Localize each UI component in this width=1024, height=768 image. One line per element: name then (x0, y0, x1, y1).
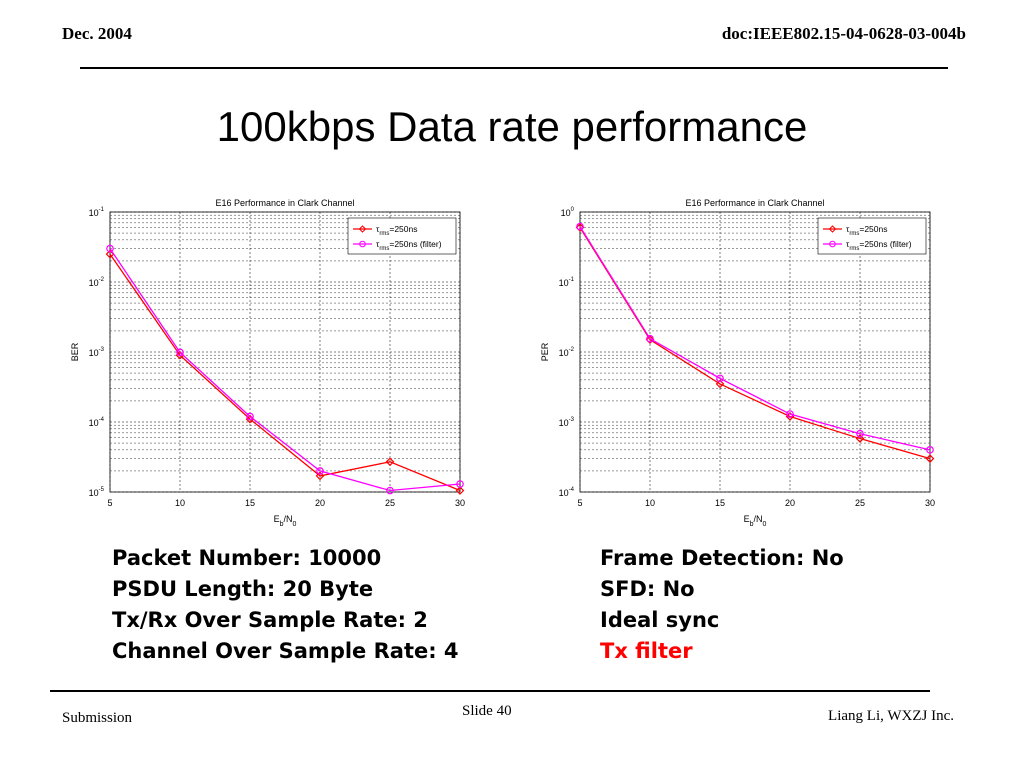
legend-marker-diamond (358, 225, 367, 233)
data-point-circle (856, 429, 864, 438)
legend-marker-circle (829, 240, 836, 248)
footer-submission: Submission (62, 710, 133, 726)
y-tick-label: 10-4 (559, 487, 575, 498)
per-chart: 10-4 10-3 10-2 10-1 100 5 10 15 20 25 30 E16 Perfor… (534, 190, 944, 530)
x-tick-label: 30 (455, 498, 465, 508)
legend-label: τrms=250ns (846, 224, 887, 237)
data-point-diamond (315, 471, 325, 481)
x-axis-label: Eb/N0 (744, 514, 767, 528)
data-point-circle (106, 244, 114, 253)
y-tick-label: 10-3 (559, 417, 575, 428)
data-point-diamond (715, 379, 725, 389)
x-tick-label: 15 (245, 498, 255, 508)
legend-box (347, 217, 457, 255)
data-point-circle (646, 334, 654, 343)
params-right: Frame Detection: No SFD: No Ideal sync T… (600, 543, 844, 667)
plot-frame (579, 211, 931, 493)
header-divider (80, 67, 948, 69)
y-axis-label: PER (540, 342, 550, 361)
data-point-diamond (855, 434, 865, 443)
ber-chart-svg: 10-5 10-4 10-3 10-2 10-1 5 10 15 20 25 30 E16 Perfo… (70, 198, 465, 528)
param-tx-filter: Tx filter (600, 639, 693, 663)
data-point-circle (926, 446, 934, 454)
x-tick-label: 5 (107, 498, 112, 508)
y-tick-label: 10-4 (89, 417, 105, 428)
footer-author: Liang Li, WXZJ Inc. (828, 708, 954, 724)
y-tick-label: 10-2 (559, 347, 575, 358)
series-line-0 (109, 253, 461, 492)
series-line-1 (579, 226, 931, 451)
plot-area (580, 212, 930, 492)
data-point-diamond (925, 454, 935, 463)
legend-marker-circle (359, 240, 366, 248)
x-tick-label: 10 (645, 498, 655, 508)
x-tick-label: 25 (855, 498, 865, 508)
legend-label: τrms=250ns (filter) (376, 239, 442, 252)
x-tick-label: 20 (785, 498, 795, 508)
series-line-1 (109, 248, 461, 492)
param-packet-number: Packet Number: 10000 (112, 546, 382, 570)
x-tick-label: 10 (175, 498, 185, 508)
y-tick-label: 10-1 (559, 277, 575, 288)
params-left: Packet Number: 10000 PSDU Length: 20 Byt… (112, 543, 459, 667)
legend-label: τrms=250ns (filter) (846, 239, 912, 252)
header-doc-id: doc:IEEE802.15-04-0628-03-004b (721, 24, 966, 43)
y-tick-label: 10-5 (89, 487, 105, 498)
x-tick-label: 25 (385, 498, 395, 508)
data-point-diamond (575, 223, 585, 232)
slide-title: 100kbps Data rate performance (216, 103, 808, 150)
x-tick-label: 30 (925, 498, 935, 508)
param-sfd: SFD: No (600, 577, 695, 601)
param-txrx-oversample: Tx/Rx Over Sample Rate: 2 (112, 608, 428, 632)
data-point-circle (786, 410, 794, 418)
chart-title: E16 Performance in Clark Channel (685, 198, 824, 208)
data-point-circle (176, 348, 184, 357)
data-point-circle (456, 480, 464, 488)
y-tick-label: 10-2 (89, 277, 105, 288)
y-tick-label: 10-3 (89, 347, 105, 358)
header-date: Dec. 2004 (62, 24, 132, 43)
legend-marker-diamond (828, 225, 837, 233)
data-point-diamond (455, 486, 465, 495)
plot-frame (109, 211, 461, 493)
data-point-circle (716, 374, 724, 383)
param-frame-detection: Frame Detection: No (600, 546, 844, 570)
per-chart-svg: 10-4 10-3 10-2 10-1 100 5 10 15 20 25 30 E16 Perfor… (540, 198, 935, 528)
x-tick-label: 20 (315, 498, 325, 508)
x-axis-label: Eb/N0 (274, 514, 297, 528)
plot-area (110, 212, 460, 492)
legend-label: τrms=250ns (376, 224, 417, 237)
data-point-circle (316, 467, 324, 475)
chart-title: E16 Performance in Clark Channel (215, 198, 354, 208)
data-point-diamond (645, 335, 655, 345)
data-point-circle (386, 486, 394, 495)
y-tick-label: 100 (561, 207, 575, 218)
legend-box (817, 217, 927, 255)
data-point-diamond (385, 457, 395, 467)
param-psdu-length: PSDU Length: 20 Byte (112, 577, 374, 601)
footer-divider (50, 690, 930, 692)
data-point-circle (576, 222, 584, 231)
x-tick-label: 15 (715, 498, 725, 508)
footer-slide-number: Slide 40 (462, 703, 512, 719)
param-ideal-sync: Ideal sync (600, 608, 720, 632)
param-channel-oversample: Channel Over Sample Rate: 4 (112, 639, 459, 663)
data-point-circle (246, 412, 254, 421)
x-tick-label: 5 (577, 498, 582, 508)
y-tick-label: 10-1 (89, 207, 105, 218)
ber-chart: 10-5 10-4 10-3 10-2 10-1 5 10 15 20 25 30 E16 Perfo… (64, 190, 474, 530)
y-axis-label: BER (70, 342, 80, 361)
